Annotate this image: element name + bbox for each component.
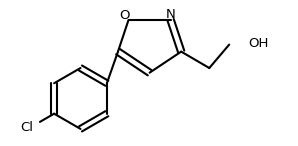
Text: O: O (119, 9, 130, 22)
Text: Cl: Cl (21, 121, 34, 134)
Text: N: N (166, 8, 176, 21)
Text: OH: OH (249, 37, 269, 50)
